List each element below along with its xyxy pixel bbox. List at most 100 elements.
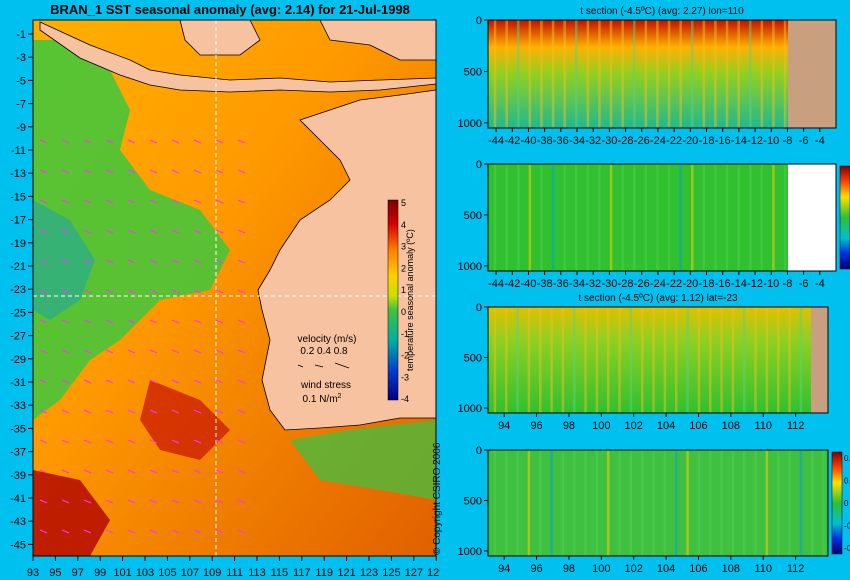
velocity-vector [39,349,48,354]
velocity-vector [105,469,114,474]
velocity-vector [61,229,70,234]
velocity-vector [215,259,224,264]
velocity-colorbar [839,165,850,270]
velocity-vector [61,319,70,324]
section-frame [487,163,837,272]
velocity-vector [127,349,136,354]
velocity-vector [171,169,180,174]
section-x-tick-label: -20 [682,135,698,147]
velocity-vector [83,199,92,204]
map-y-tick-label: -13 [10,168,26,180]
section-streak [714,20,717,128]
colorbar-tick-label: -1 [401,329,409,339]
velocity-vector [105,259,114,264]
section-streak [517,164,520,271]
velocity-vector [215,529,224,534]
velocity-vector [127,379,136,384]
section-x-tick-label: 94 [498,420,510,432]
section-x-tick-label: -28 [618,278,634,290]
velocity-vector [171,229,180,234]
section-streak [777,450,780,556]
section-streak [765,450,769,556]
velocity-vector [215,409,224,414]
section-streak [788,450,791,556]
map-x-tick-label: 121 [337,567,355,579]
section-streak [575,164,578,271]
map-x-tick-label: 93 [27,567,39,579]
velocity-vector [83,289,92,294]
map-colorbar: 5 4 3 2 1 0 -1 -2 -3 -4 temperature seasonal anom… [387,198,415,404]
velocity-vector [215,169,224,174]
velocity-vector [171,409,180,414]
velocity-vector [149,199,158,204]
velocity-vector [193,169,202,174]
section-title: t section (-4.5ºC) (avg: 2.27) lon=110 [580,6,744,17]
velocity-vector [149,409,158,414]
velocity-vector [127,259,136,264]
section-streak [633,20,636,128]
section-x-tick-label: 102 [625,420,643,432]
map-y-tick-label: -31 [10,377,26,389]
colorbar-tick-label: 1 [401,285,406,295]
section-streak [777,307,780,413]
velocity-vector [237,379,246,384]
section-streak [679,164,682,271]
velocity-vector [215,469,224,474]
section-heatmap [488,164,836,271]
map-y-tick-label: -5 [16,75,26,87]
map-x-tick-label: 111 [226,567,243,579]
section-x-tick-label: 110 [754,563,772,575]
velocity-vector [149,229,158,234]
velocity-vector [105,499,114,504]
section-y-tick-label: 500 [464,352,482,364]
velocity-legend: velocity (m/s) 0.2 0.4 0.8 wind stress 0… [298,334,357,405]
velocity-vector [215,349,224,354]
section-x-tick-label: -6 [799,135,809,147]
map-x-tick-label: 107 [181,567,199,579]
map-x-tick-label: 127 [405,567,423,579]
section-frame [487,306,829,414]
velocity-vector [215,379,224,384]
section-streak [799,307,803,413]
velocity-vector [61,259,70,264]
section-streak [505,164,508,271]
velocity-vector [149,259,158,264]
section-streak [595,307,599,413]
section-streak [679,20,682,128]
wind-stress-value: 0.1 N/m2 [303,393,342,405]
velocity-vector [105,409,114,414]
velocity-vector [39,169,48,174]
velocity-vector [193,379,202,384]
colorbar-tick-label: -4 [401,394,409,404]
section-streak [539,450,542,556]
velocity-vector [149,319,158,324]
map-y-tick-label: -41 [10,493,26,505]
section-streak [783,164,787,271]
section-streak [505,20,508,128]
map-x-tick-label: 123 [360,567,378,579]
section-y-tick-label: 500 [464,210,482,222]
section-streak [621,164,624,271]
section-streak [765,307,769,413]
velocity-vector [237,409,246,414]
section-x-tick-label: -44 [488,278,504,290]
section-y-tick-label: 1000 [458,403,482,415]
section-y-tick-label: 0 [476,445,482,457]
section-streak [595,450,599,556]
section-streak [720,307,723,413]
velocity-vector [61,469,70,474]
section-land-mask [811,307,828,413]
section-streak [709,307,712,413]
section-streak [550,307,553,413]
section-streak [598,20,601,128]
velocity-vector [237,319,246,324]
section-x-tick-label: -30 [601,135,617,147]
section-streak [691,20,694,128]
section-x-tick-label: -4 [815,278,825,290]
section-y-tick-label: 1000 [458,118,482,130]
velocity-vector [127,319,136,324]
map-y-tick-label: -43 [10,516,26,528]
section-x-tick-label: -14 [731,278,747,290]
section-streak [644,164,648,271]
